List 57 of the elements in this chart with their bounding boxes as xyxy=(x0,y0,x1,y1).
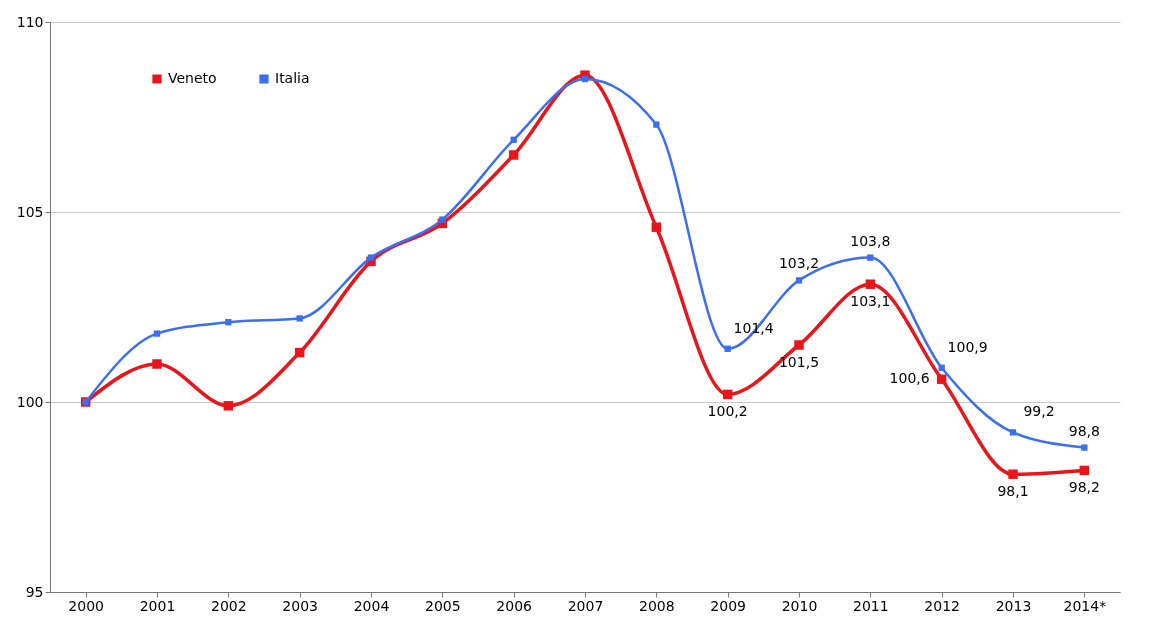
point xyxy=(294,347,305,358)
point xyxy=(367,254,375,261)
point xyxy=(1081,444,1088,451)
data-label: 99,2 xyxy=(1023,403,1055,420)
point xyxy=(1009,429,1017,436)
y-tick-label: 105 xyxy=(16,203,44,220)
x-tick-label: 2013 xyxy=(995,597,1032,614)
point xyxy=(296,315,303,322)
point xyxy=(938,364,945,371)
x-tick-label: 2005 xyxy=(425,597,461,614)
data-label: 98,1 xyxy=(997,483,1029,500)
y-tick-label: 110 xyxy=(16,13,44,30)
point xyxy=(653,121,660,128)
point xyxy=(724,345,731,352)
x-tick-label: 2014* xyxy=(1063,597,1107,614)
x-tick-label: 2000 xyxy=(68,597,104,614)
data-label: 100,9 xyxy=(947,338,988,355)
data-label: 103,1 xyxy=(850,293,891,310)
data-label: 101,5 xyxy=(778,354,820,370)
x-tick-label: 2011 xyxy=(853,597,889,614)
point xyxy=(225,319,232,326)
point xyxy=(651,222,662,232)
x-tick-label: 2009 xyxy=(710,597,746,614)
point xyxy=(1008,469,1018,479)
point xyxy=(795,277,803,284)
point xyxy=(153,330,161,337)
point xyxy=(794,340,804,350)
x-tick-label: 2012 xyxy=(924,597,960,614)
x-tick-label: 2007 xyxy=(567,597,604,614)
y-tick-label: 95 xyxy=(25,583,44,600)
point xyxy=(581,75,589,83)
x-tick-label: 2008 xyxy=(639,597,675,614)
data-label: 103,2 xyxy=(778,255,820,272)
data-label: 100,6 xyxy=(889,370,930,387)
point xyxy=(867,254,874,261)
x-tick-label: 2006 xyxy=(496,597,533,614)
point xyxy=(508,150,519,160)
point xyxy=(936,374,947,384)
x-tick-label: 2002 xyxy=(211,597,247,614)
data-label: 98,2 xyxy=(1068,479,1100,496)
legend-label: Veneto xyxy=(168,70,217,86)
y-tick-label: 100 xyxy=(16,393,44,410)
point xyxy=(1079,465,1090,476)
point xyxy=(223,401,234,411)
legend-label: Italia xyxy=(275,70,310,86)
point xyxy=(439,216,446,223)
x-tick-label: 2003 xyxy=(282,597,318,614)
x-tick-label: 2004 xyxy=(353,597,390,614)
point xyxy=(152,359,162,369)
point xyxy=(722,389,733,400)
x-tick-label: 2001 xyxy=(139,597,176,614)
data-label: 98,8 xyxy=(1068,422,1100,439)
x-tick-label: 2010 xyxy=(781,597,818,614)
data-label: 100,2 xyxy=(707,403,748,420)
point xyxy=(865,279,876,289)
data-label: 103,8 xyxy=(850,232,891,249)
point xyxy=(510,136,517,143)
